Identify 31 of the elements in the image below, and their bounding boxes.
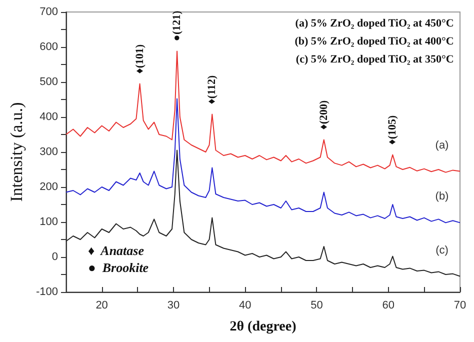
line-series <box>66 150 460 277</box>
y-tick-label: 700 <box>40 6 58 18</box>
y-tick-label: 500 <box>40 76 58 88</box>
annotation: (b) 5% ZrO₂ doped TiO₂ at 400°C <box>294 36 454 48</box>
annotation: ♦(112) <box>206 75 218 104</box>
y-axis-title: Intensity (a.u.) <box>7 102 26 202</box>
annotation: ● Brookite <box>88 260 149 275</box>
annotation: (a) 5% ZrO₂ doped TiO₂ at 450°C <box>295 18 454 30</box>
y-tick-label: 400 <box>40 111 58 123</box>
x-tick-label: 60 <box>382 300 394 312</box>
series-label: (a) <box>435 139 449 152</box>
y-tick-label: -100 <box>36 286 58 298</box>
x-tick-label: 30 <box>167 300 180 312</box>
y-tick-label: 100 <box>40 216 58 228</box>
series-label: (b) <box>435 190 449 203</box>
annotation: ♦(101) <box>134 44 146 74</box>
y-tick-label: 300 <box>40 146 58 158</box>
x-tick-label: 50 <box>310 300 323 312</box>
x-tick-label: 40 <box>238 300 252 312</box>
y-tick-label: 200 <box>40 181 58 193</box>
x-tick-label: 20 <box>96 300 108 312</box>
annotation: (c) 5% ZrO₂ doped TiO₂ at 350°C <box>296 54 454 66</box>
annotation: ♦(200) <box>318 100 330 130</box>
y-tick-label: 600 <box>40 41 58 53</box>
annotation: ●(121) <box>171 10 184 42</box>
x-tick-label: 70 <box>454 300 466 312</box>
annotation: ♦ Anatase <box>88 243 144 258</box>
annotation: ♦(105) <box>386 115 399 145</box>
series-label: (c) <box>436 244 448 256</box>
x-axis-title: 2θ (degree) <box>230 320 297 334</box>
y-tick-label: 0 <box>52 251 58 263</box>
